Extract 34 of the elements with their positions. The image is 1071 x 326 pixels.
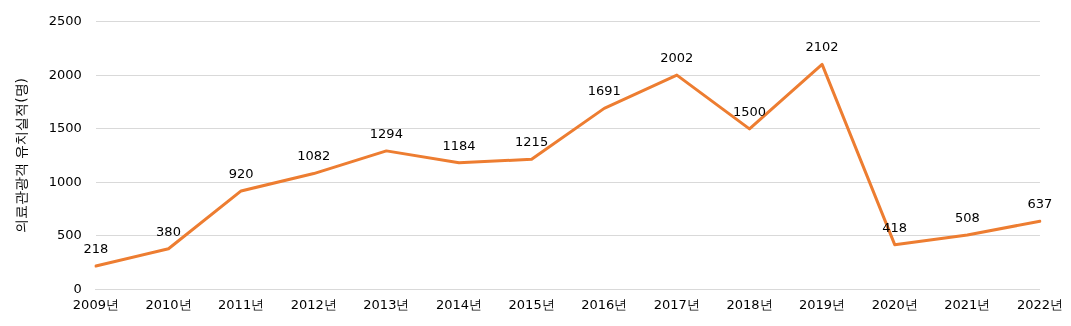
y-tick-label: 2000 <box>48 66 82 82</box>
data-label: 1294 <box>369 125 403 141</box>
x-tick-label: 2013년 <box>363 296 410 312</box>
y-tick-label: 0 <box>73 280 82 296</box>
x-tick-label: 2017년 <box>653 296 700 312</box>
x-tick-label: 2009년 <box>72 296 119 312</box>
y-axis-title: 의료관광객 유치실적(명) <box>13 77 30 234</box>
x-tick-label: 2020년 <box>871 296 918 312</box>
data-label: 218 <box>83 240 109 256</box>
data-label: 1184 <box>442 137 476 153</box>
y-tick-label: 500 <box>57 227 82 243</box>
x-tick-label: 2014년 <box>435 296 483 312</box>
y-tick-label: 1500 <box>48 120 82 136</box>
data-label: 1082 <box>297 148 331 164</box>
data-label: 1215 <box>515 134 549 150</box>
x-tick-label: 2012년 <box>290 296 337 312</box>
x-tick-label: 2010년 <box>145 296 192 312</box>
data-label: 1691 <box>587 83 621 99</box>
y-tick-label: 2500 <box>48 13 82 29</box>
data-label: 508 <box>954 209 980 225</box>
data-label: 637 <box>1027 196 1053 212</box>
x-tick-label: 2021년 <box>944 296 991 312</box>
x-tick-label: 2018년 <box>726 296 773 312</box>
data-label: 2002 <box>660 49 694 65</box>
x-tick-label: 2015년 <box>508 296 555 312</box>
data-label: 380 <box>156 223 181 239</box>
data-label: 2102 <box>805 39 839 55</box>
x-tick-label: 2011년 <box>218 296 265 312</box>
y-tick-label: 1000 <box>48 173 82 189</box>
data-label: 1500 <box>732 103 767 119</box>
x-tick-label: 2016년 <box>581 296 628 312</box>
x-tick-label: 2019년 <box>799 296 846 312</box>
x-tick-label: 2022년 <box>1016 296 1063 312</box>
data-label: 920 <box>228 165 254 181</box>
